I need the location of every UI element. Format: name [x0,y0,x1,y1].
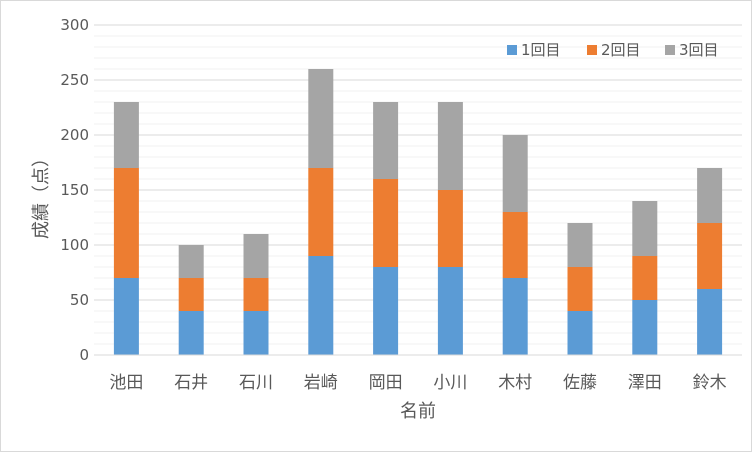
legend: 1回目 2回目 3回目 [507,41,719,59]
bar-segment [178,311,204,355]
bar-segment [567,223,593,267]
y-tick-label: 100 [60,236,89,254]
legend-label: 2回目 [601,41,641,59]
legend-swatch [665,45,675,55]
y-tick-label: 0 [79,346,89,364]
bar-segment [308,69,334,168]
bar-segment [113,102,139,168]
y-tick-label: 150 [60,181,89,199]
bar-segment [373,179,399,267]
bars [113,69,723,355]
x-tick-label: 岩崎 [304,373,338,393]
x-tick-label: 岡田 [369,373,403,393]
x-tick-label: 佐藤 [563,373,597,393]
bar-segment [308,168,334,256]
bar-segment [373,267,399,355]
bar-segment [243,311,269,355]
y-tick-label: 250 [60,71,89,89]
bar-segment [567,311,593,355]
y-tick-labels: 0 50 100 150 200 250 300 [60,16,89,364]
legend-swatch [507,45,517,55]
bar-segment [632,300,658,355]
legend-label: 1回目 [521,41,561,59]
bar-segment [437,190,463,267]
legend-label: 3回目 [679,41,719,59]
bar-segment [697,289,723,355]
bar-segment [243,278,269,311]
bar-segment [373,102,399,179]
x-tick-labels: 池田 石井 石川 岩崎 岡田 小川 木村 佐藤 澤田 鈴木 [109,373,726,393]
x-tick-label: 澤田 [628,373,662,393]
bar-segment [697,168,723,223]
bar-segment [308,256,334,355]
x-tick-label: 木村 [498,373,532,393]
y-tick-label: 300 [60,16,89,34]
bar-segment [113,278,139,355]
x-tick-label: 小川 [433,373,467,393]
bar-segment [178,278,204,311]
bar-segment [178,245,204,278]
x-tick-label: 石井 [174,373,208,393]
bar-segment [243,234,269,278]
bar-segment [697,223,723,289]
x-tick-label: 鈴木 [693,373,727,393]
x-tick-label: 石川 [239,373,273,393]
bar-segment [567,267,593,311]
bar-segment [502,278,528,355]
bar-segment [632,256,658,300]
y-tick-label: 50 [70,291,89,309]
bar-segment [437,102,463,190]
bar-segment [502,135,528,212]
x-axis-title: 名前 [400,401,436,422]
bar-segment [437,267,463,355]
x-tick-label: 池田 [109,373,143,393]
legend-swatch [587,45,597,55]
bar-segment [502,212,528,278]
y-tick-label: 200 [60,126,89,144]
y-axis-title: 成績（点） [31,149,52,239]
bar-segment [632,201,658,256]
bar-segment [113,168,139,278]
